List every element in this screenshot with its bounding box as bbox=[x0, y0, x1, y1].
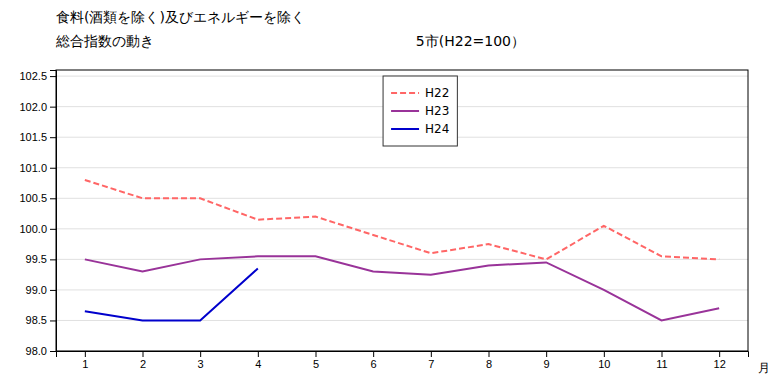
y-tick-label: 99.5 bbox=[26, 253, 47, 265]
plot: 12345678910111298.098.599.099.5100.0100.… bbox=[19, 70, 770, 375]
legend-swatch bbox=[391, 128, 419, 130]
y-tick-label: 100.5 bbox=[19, 192, 47, 204]
x-tick: 10 bbox=[598, 351, 610, 370]
legend-label: H24 bbox=[425, 122, 449, 136]
y-tick-mark bbox=[50, 290, 56, 291]
y-tick: 102.0 bbox=[19, 101, 56, 113]
x-tick-label: 10 bbox=[598, 358, 610, 370]
grid-line bbox=[56, 228, 748, 229]
y-tick: 99.5 bbox=[26, 253, 56, 265]
legend-label: H22 bbox=[425, 86, 449, 100]
y-tick-mark bbox=[50, 259, 56, 260]
x-tick: 8 bbox=[486, 351, 492, 370]
lines bbox=[85, 180, 719, 321]
x-tick-label: 3 bbox=[198, 358, 204, 370]
x-tick: 12 bbox=[714, 351, 726, 370]
x-tick: 1 bbox=[82, 351, 88, 370]
y-tick-label: 101.0 bbox=[19, 162, 47, 174]
series-line bbox=[85, 256, 719, 320]
x-axis: 123456789101112 bbox=[57, 351, 749, 370]
y-tick-mark bbox=[50, 168, 56, 169]
x-tick-mark bbox=[258, 351, 259, 357]
grid-line bbox=[56, 167, 748, 168]
y-tick-label: 98.5 bbox=[26, 314, 47, 326]
grid-line bbox=[56, 289, 748, 290]
x-axis-line bbox=[57, 352, 749, 358]
y-tick-mark bbox=[50, 229, 56, 230]
grid bbox=[56, 76, 748, 351]
x-tick-label: 11 bbox=[656, 358, 667, 370]
y-tick: 99.0 bbox=[26, 284, 56, 296]
x-tick: 6 bbox=[371, 351, 377, 370]
chart: 食料(酒類を除く)及びエネルギーを除く総合指数の動き5市(H22=100）123… bbox=[0, 0, 784, 387]
x-tick-label: 12 bbox=[714, 358, 726, 370]
legend: H22 H23 H24 bbox=[383, 76, 457, 146]
x-tick-label: 7 bbox=[428, 358, 434, 370]
legend-label: H23 bbox=[425, 104, 449, 118]
series-line bbox=[85, 180, 719, 259]
y-tick-mark bbox=[50, 351, 56, 352]
x-tick-label: 1 bbox=[82, 358, 88, 370]
plot-frame bbox=[56, 70, 748, 351]
y-tick: 100.0 bbox=[19, 223, 56, 235]
series-line bbox=[85, 269, 258, 321]
y-tick: 101.5 bbox=[19, 131, 56, 143]
y-tick-mark bbox=[50, 198, 56, 199]
x-tick-mark bbox=[546, 351, 547, 357]
y-tick-mark bbox=[50, 137, 56, 138]
y-tick-label: 99.0 bbox=[26, 284, 47, 296]
x-tick-label: 8 bbox=[486, 358, 492, 370]
y-tick: 102.5 bbox=[19, 70, 56, 82]
x-tick-mark bbox=[85, 351, 86, 357]
x-tick-mark bbox=[719, 351, 720, 357]
y-tick-label: 102.5 bbox=[19, 70, 47, 82]
x-tick-mark bbox=[489, 351, 490, 357]
legend-swatch bbox=[391, 110, 419, 112]
x-tick: 11 bbox=[656, 351, 667, 370]
x-tick-label: 9 bbox=[544, 358, 550, 370]
y-tick-label: 102.0 bbox=[19, 101, 47, 113]
y-tick-mark bbox=[50, 320, 56, 321]
x-tick: 9 bbox=[544, 351, 550, 370]
y-tick: 98.5 bbox=[26, 314, 56, 326]
y-tick: 101.0 bbox=[19, 162, 56, 174]
legend-swatch bbox=[391, 92, 419, 94]
x-tick: 4 bbox=[255, 351, 261, 370]
x-tick-mark bbox=[143, 351, 144, 357]
legend-item: H22 bbox=[391, 86, 449, 100]
x-tick-mark bbox=[316, 351, 317, 357]
y-tick-label: 101.5 bbox=[19, 131, 47, 143]
x-tick: 3 bbox=[198, 351, 204, 370]
x-tick-mark bbox=[604, 351, 605, 357]
x-tick-label: 2 bbox=[140, 358, 146, 370]
y-tick-mark bbox=[50, 76, 56, 77]
grid-line bbox=[56, 259, 748, 260]
x-tick: 7 bbox=[428, 351, 434, 370]
x-axis-label: 月 bbox=[758, 361, 770, 375]
x-tick-mark bbox=[662, 351, 663, 357]
y-tick-label: 100.0 bbox=[19, 223, 47, 235]
x-tick-mark bbox=[431, 351, 432, 357]
x-tick-label: 5 bbox=[313, 358, 319, 370]
legend-box bbox=[383, 76, 457, 146]
x-tick-label: 4 bbox=[255, 358, 261, 370]
y-tick-mark bbox=[50, 107, 56, 108]
x-tick-mark bbox=[373, 351, 374, 357]
y-tick: 100.5 bbox=[19, 192, 56, 204]
legend-item: H23 bbox=[391, 104, 449, 118]
y-tick-label: 98.0 bbox=[26, 345, 47, 357]
x-tick: 2 bbox=[140, 351, 146, 370]
title: 食料(酒類を除く)及びエネルギーを除く bbox=[56, 9, 305, 25]
x-tick: 5 bbox=[313, 351, 319, 370]
legend-item: H24 bbox=[391, 122, 449, 136]
y-tick: 98.0 bbox=[26, 345, 56, 357]
x-tick-label: 6 bbox=[371, 358, 377, 370]
y-axis: 98.0 98.5 99.0 99.5 100.0 100.5 101.0 101.5 102.… bbox=[19, 70, 56, 357]
subtitle: 総合指数の動き bbox=[55, 33, 154, 49]
annotation: 5市(H22=100） bbox=[416, 33, 525, 49]
y-axis-line bbox=[50, 71, 57, 352]
x-tick-mark bbox=[200, 351, 201, 357]
